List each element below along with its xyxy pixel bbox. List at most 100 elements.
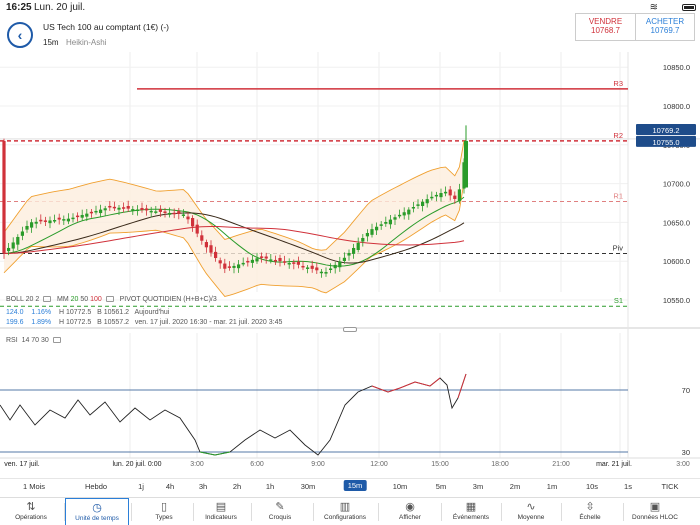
candle-body [464,140,468,188]
candle-body [402,212,406,216]
timeframe-option-3h[interactable]: 3h [198,482,208,491]
candle-body [453,195,457,199]
timeframe-option-10m[interactable]: 10m [392,482,408,491]
toolbar-clock-button[interactable]: ◷ Unité de temps [65,498,129,525]
toolbar-candle-types-button[interactable]: ▯ Types [132,498,196,525]
toolbar-pencil-button[interactable]: ✎ Croquis [248,498,312,525]
candle-body [264,256,268,259]
candle-body [352,247,356,254]
candle-body [53,220,57,222]
toolbar-divider [377,503,379,521]
candle-body [140,207,144,210]
toolbar-data-button[interactable]: ▣ Données HLOC [623,498,687,525]
toolbar-layout-button[interactable]: ▥ Configurations [313,498,377,525]
pivot-label-r1: R1 [613,191,623,200]
settings-icon[interactable] [43,296,52,303]
buy-price: 10769.7 [650,26,680,35]
candle-body [310,265,314,269]
timeframe-option-10s[interactable]: 10s [585,482,599,491]
price-axis-label: 10550.0 [663,296,690,305]
rsi-params: 14 70 30 [21,337,49,344]
scale-icon: ⇳ [585,501,595,513]
toolbar-average-button[interactable]: ∿ Moyenne [499,498,563,525]
ma100-line [3,226,465,254]
toolbar-scale-button[interactable]: ⇳ Échelle [558,498,622,525]
candle-body [209,245,213,253]
candle-body [108,205,112,208]
timeframe-option-30m[interactable]: 30m [300,482,316,491]
pivot-params: QUOTIDIEN (H+B+C)/3 [142,296,217,303]
timeframe-option-1h[interactable]: 1h [265,482,275,491]
candle-body [278,257,282,262]
calendar-icon: ▦ [465,501,477,513]
candle-body [370,229,374,235]
timeframe-option-4h[interactable]: 4h [165,482,175,491]
toolbar-arrows-updown-button[interactable]: ⇅ Opérations [0,498,63,525]
back-button[interactable]: ‹ [7,22,33,48]
toolbar-label: Types [155,514,173,521]
candle-body [227,266,231,268]
settings-icon[interactable] [52,337,61,344]
rsi-axis-30: 30 [682,448,690,457]
toolbar-divider [130,503,132,521]
toolbar-eye-button[interactable]: ◉ Afficher [378,498,442,525]
price-axis-label: 10850.0 [663,63,690,72]
candle-body [154,211,158,213]
candle-body [246,260,250,263]
rsi-overbought-segment [457,373,467,399]
candle-body [329,268,333,270]
timeframe-option-2m[interactable]: 2m [509,482,521,491]
pivot-label: PIVOT [119,296,141,303]
settings-icon[interactable] [105,296,114,303]
timeframe-option-3m[interactable]: 3m [472,482,484,491]
toolbar-calendar-button[interactable]: ▦ Événements [439,498,503,525]
toolbar-label: Croquis [268,514,292,521]
timeframe-option-5m[interactable]: 5m [435,482,447,491]
candle-body [296,261,300,265]
timeframe-option-15m[interactable]: 15m [343,480,367,491]
pane-splitter-handle[interactable] [343,327,357,332]
candle-body [379,224,383,226]
sell-button[interactable]: VENDRE 10768.7 [575,13,635,41]
toolbar-indicators-button[interactable]: ▤ Indicateurs [189,498,253,525]
ma50-line [3,212,465,264]
timeframe-option-1-mois[interactable]: 1 Mois [22,482,46,491]
candle-body [241,262,245,265]
toolbar-divider [192,503,194,521]
timeframe-option-1j[interactable]: 1j [138,482,144,491]
high-value: H 10772.5 [58,309,92,316]
timeframe-option-1s[interactable]: 1s [624,482,632,491]
buy-button[interactable]: ACHETER 10769.7 [635,13,695,41]
rsi-axis-70: 70 [682,386,690,395]
wifi-icon: ≋ [649,2,658,13]
timeframe-option-2h[interactable]: 2h [232,482,242,491]
candle-body [338,261,342,268]
clock-icon: ◷ [92,502,102,514]
candle-body [384,221,388,224]
candle-body [71,217,75,220]
indicator-legend[interactable]: BOLL 20 2 MM 20 50 100 PIVOT QUOTIDIEN (… [6,296,217,303]
mm-50: 50 [80,296,89,303]
candle-body [269,259,273,261]
bollinger-upper [3,140,465,251]
candle-body [407,209,411,215]
candle-body [416,204,420,206]
timeframe-option-1m[interactable]: 1m [546,482,558,491]
candle-body [16,236,20,245]
candle-body [177,211,181,214]
timeframe-option-tick[interactable]: TICK [661,482,679,491]
toolbar-divider [250,503,252,521]
rsi-legend[interactable]: RSI 14 70 30 [6,337,61,344]
r2-price-value: 10755.0 [652,138,679,147]
sell-price: 10768.7 [591,26,620,35]
toolbar-label: Afficher [399,514,421,521]
candle-body [347,252,351,256]
toolbar-label: Données HLOC [632,514,678,521]
candle-body [131,209,135,211]
timeframe-option-hebdo[interactable]: Hebdo [84,482,108,491]
pivot-label-s1: S1 [614,296,623,305]
low-value: B 10557.2 [97,319,130,326]
candle-body [62,219,66,221]
rsi-label: RSI [6,337,18,344]
